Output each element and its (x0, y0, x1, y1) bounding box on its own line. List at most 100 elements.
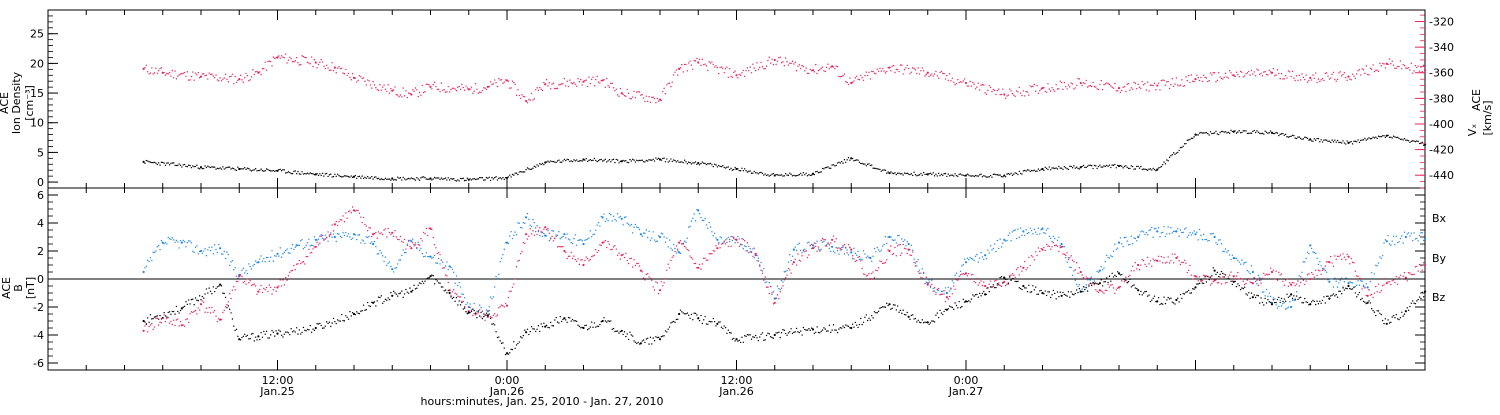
bottom-bz-fill-point (609, 243, 610, 244)
bottom-by-fill-point (546, 235, 547, 236)
bottom-bx-fill-point (991, 286, 992, 287)
top-vx-fill-point (543, 82, 544, 83)
bottom-bx-fill-point (509, 352, 510, 353)
top-vx-point (200, 75, 202, 77)
top-vx-fill-point (904, 69, 905, 70)
bottom-bx-fill-point (681, 311, 682, 312)
bottom-bx-fill-point (1225, 274, 1226, 275)
bottom-bz-fill-point (815, 246, 816, 247)
top-vx-fill-point (356, 81, 357, 82)
bottom-by-fill-point (1116, 249, 1117, 250)
bottom-by-fill-point (1150, 229, 1151, 230)
top-density-fill-point (1230, 130, 1231, 131)
bottom-by-fill-point (1139, 234, 1140, 235)
bottom-by-fill-point (990, 245, 991, 246)
bottom-by-fill-point (452, 269, 453, 270)
bottom-bz-point (927, 284, 929, 286)
top-vx-fill-point (620, 88, 621, 89)
bottom-by-fill-point (846, 249, 847, 250)
bottom-by-fill-point (595, 230, 596, 231)
bottom-bz-fill-point (509, 291, 510, 292)
top-vx-fill-point (199, 77, 200, 78)
bottom-bz-fill-point (1103, 293, 1104, 294)
bottom-bz-fill-point (1292, 282, 1293, 283)
top-vx-fill-point (427, 84, 428, 85)
top-vx-fill-point (849, 77, 850, 78)
bottom-bx-fill-point (892, 308, 893, 309)
top-vx-fill-point (554, 88, 555, 89)
bottom-by-fill-point (180, 240, 181, 241)
bottom-bz-fill-point (920, 277, 921, 278)
bottom-by-fill-point (1420, 232, 1421, 233)
top-vx-fill-point (890, 70, 891, 71)
top-density-fill-point (361, 175, 362, 176)
bottom-bx-fill-point (387, 297, 388, 298)
top-density-fill-point (767, 174, 768, 175)
bottom-by-fill-point (1202, 239, 1203, 240)
bottom-by-fill-point (1027, 233, 1028, 234)
top-vx-fill-point (480, 92, 481, 93)
bottom-by-fill-point (1025, 229, 1026, 230)
bottom-bz-fill-point (374, 233, 375, 234)
bottom-bx-fill-point (193, 304, 194, 305)
bottom-by-fill-point (303, 248, 304, 249)
bottom-bz-fill-point (786, 274, 787, 275)
top-vx-fill-point (219, 77, 220, 78)
bottom-by-fill-point (493, 296, 494, 297)
top-density-fill-point (538, 165, 539, 166)
top-density-fill-point (710, 163, 711, 164)
bottom-by-fill-point (609, 213, 610, 214)
top-density-fill-point (454, 180, 455, 181)
top-vx-fill-point (622, 94, 623, 95)
bottom-by-fill-point (467, 302, 468, 303)
top-vx-fill-point (361, 78, 362, 79)
bottom-bz-fill-point (834, 241, 835, 242)
bottom-by-fill-point (1213, 233, 1214, 234)
top-density-fill-point (255, 168, 256, 169)
bottom-bx-fill-point (379, 297, 380, 298)
top-density-fill-point (989, 176, 990, 177)
top-density-fill-point (917, 175, 918, 176)
bottom-by-fill-point (1129, 244, 1130, 245)
bottom-by-fill-point (987, 250, 988, 251)
top-density-fill-point (1035, 171, 1036, 172)
top-density-fill-point (1081, 166, 1082, 167)
bottom-bz-fill-point (1006, 284, 1007, 285)
bottom-bz-fill-point (1083, 277, 1084, 278)
bottom-bz-fill-point (863, 273, 864, 274)
bottom-by-fill-point (1169, 233, 1170, 234)
top-density-fill-point (226, 167, 227, 168)
top-vx-fill-point (346, 75, 347, 76)
bottom-bz-fill-point (439, 254, 440, 255)
bottom-bx-fill-point (351, 315, 352, 316)
bottom-by-fill-point (782, 281, 783, 282)
top-density-fill-point (390, 179, 391, 180)
bottom-bz-fill-point (935, 294, 936, 295)
bottom-bx-fill-point (269, 337, 270, 338)
bottom-bx-fill-point (307, 329, 308, 330)
bottom-by-fill-point (1323, 268, 1324, 269)
top-vx-fill-point (184, 72, 185, 73)
bottom-bx-fill-point (1200, 279, 1201, 280)
top-vx-fill-point (789, 63, 790, 64)
top-vx-fill-point (1383, 63, 1384, 64)
bottom-bx-fill-point (508, 354, 509, 355)
bottom-bx-fill-point (1192, 288, 1193, 289)
top-vx-fill-point (1065, 86, 1066, 87)
bottom-bz-fill-point (751, 252, 752, 253)
bottom-by-fill-point (797, 244, 798, 245)
bottom-by-fill-point (1101, 266, 1102, 267)
bottom-by-fill-point (1319, 261, 1320, 262)
top-density-fill-point (661, 159, 662, 160)
top-vx-fill-point (1061, 82, 1062, 83)
bottom-by-point (793, 249, 795, 251)
bottom-bz-fill-point (352, 206, 353, 207)
bottom-bz-fill-point (769, 293, 770, 294)
top-vx-fill-point (331, 62, 332, 63)
top-vx-fill-point (1132, 88, 1133, 89)
bottom-bx-fill-point (816, 326, 817, 327)
bottom-by-fill-point (1316, 257, 1317, 258)
top-vx-fill-point (1083, 82, 1084, 83)
top-density-fill-point (1215, 131, 1216, 132)
bottom-bz-fill-point (1229, 274, 1230, 275)
